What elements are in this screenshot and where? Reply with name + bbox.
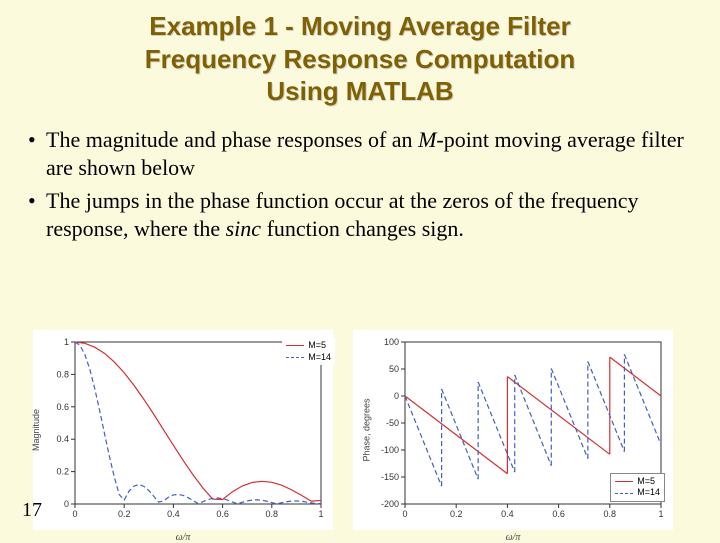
- title-line-2: Frequency Response Computation: [0, 43, 720, 76]
- svg-text:0: 0: [64, 499, 69, 509]
- svg-text:0.2: 0.2: [56, 467, 69, 477]
- svg-text:1: 1: [318, 509, 323, 519]
- bullet-text: The magnitude and phase responses of an …: [46, 126, 692, 183]
- phase-legend: M=5M=14: [610, 473, 665, 502]
- bullet-item: • The magnitude and phase responses of a…: [28, 126, 692, 183]
- svg-text:0: 0: [394, 391, 399, 401]
- magnitude-xlabel: ω/π: [176, 532, 191, 543]
- title-line-3: Using MATLAB: [0, 75, 720, 108]
- svg-text:0.4: 0.4: [501, 509, 514, 519]
- svg-text:0.8: 0.8: [266, 509, 279, 519]
- svg-text:0.6: 0.6: [56, 402, 69, 412]
- bullet-list: • The magnitude and phase responses of a…: [0, 108, 720, 244]
- svg-text:1: 1: [658, 509, 663, 519]
- bullet-marker: •: [28, 187, 46, 244]
- phase-xlabel: ω/π: [506, 532, 521, 543]
- bullet-item: • The jumps in the phase function occur …: [28, 187, 692, 244]
- svg-text:-50: -50: [386, 418, 399, 428]
- svg-text:0.6: 0.6: [216, 509, 229, 519]
- svg-text:0: 0: [72, 509, 77, 519]
- svg-text:-100: -100: [381, 445, 399, 455]
- slide-title: Example 1 - Moving Average Filter Freque…: [0, 0, 720, 108]
- phase-chart: Phase, degrees ω/π 00.20.40.60.81-200-15…: [353, 330, 673, 530]
- chart-row: Magnitude ω/π 00.20.40.60.8100.20.40.60.…: [33, 330, 673, 530]
- magnitude-chart: Magnitude ω/π 00.20.40.60.8100.20.40.60.…: [33, 330, 333, 530]
- svg-text:100: 100: [384, 337, 399, 347]
- magnitude-legend: M=5M=14: [282, 338, 335, 365]
- title-line-1: Example 1 - Moving Average Filter: [0, 10, 720, 43]
- svg-text:0: 0: [402, 509, 407, 519]
- svg-text:-150: -150: [381, 472, 399, 482]
- svg-text:-200: -200: [381, 499, 399, 509]
- svg-text:0.2: 0.2: [118, 509, 131, 519]
- svg-text:1: 1: [64, 337, 69, 347]
- svg-text:0.2: 0.2: [450, 509, 463, 519]
- svg-text:0.8: 0.8: [604, 509, 617, 519]
- svg-text:0.8: 0.8: [56, 369, 69, 379]
- bullet-text: The jumps in the phase function occur at…: [46, 187, 692, 244]
- svg-text:0.6: 0.6: [552, 509, 565, 519]
- svg-text:0.4: 0.4: [56, 434, 69, 444]
- svg-text:0.4: 0.4: [167, 509, 180, 519]
- bullet-marker: •: [28, 126, 46, 183]
- page-number: 17: [22, 499, 42, 522]
- svg-text:50: 50: [389, 364, 399, 374]
